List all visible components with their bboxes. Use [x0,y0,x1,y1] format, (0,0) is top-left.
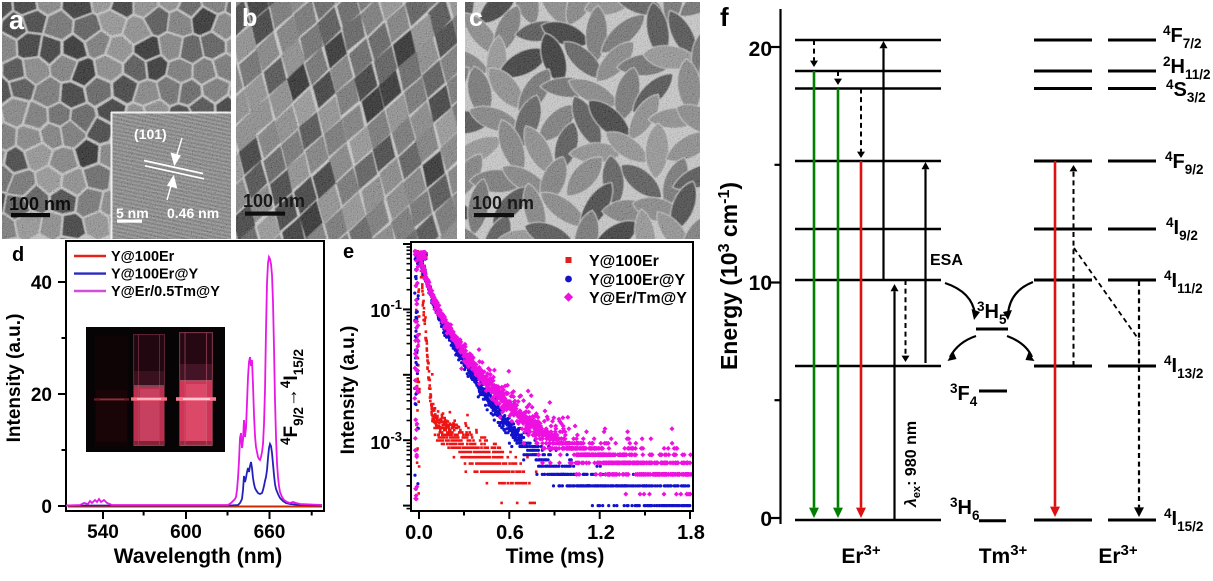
svg-text:Time (ms): Time (ms) [506,545,605,568]
svg-text:660: 660 [254,522,286,543]
svg-text:Y@Er/0.5Tm@Y: Y@Er/0.5Tm@Y [111,284,220,300]
svg-text:100 nm: 100 nm [243,191,305,211]
svg-text:20: 20 [749,38,772,61]
svg-text:Intensity (a.u.): Intensity (a.u.) [338,326,359,455]
svg-text:600: 600 [170,522,202,543]
svg-text:Y@100Er: Y@100Er [111,249,175,265]
svg-text:5 nm: 5 nm [116,205,149,221]
svg-text:0.46 nm: 0.46 nm [167,205,219,221]
svg-text:Energy (103 cm-1): Energy (103 cm-1) [716,182,742,370]
svg-text:0: 0 [41,497,52,518]
svg-text:40: 40 [31,273,52,294]
svg-text:Intensity (a.u.): Intensity (a.u.) [4,314,25,443]
svg-text:b: b [242,4,257,32]
svg-text:ESA: ESA [930,252,963,269]
svg-text:(101): (101) [134,126,167,142]
svg-text:e: e [343,241,354,263]
svg-text:Y@100Er@Y: Y@100Er@Y [111,267,198,283]
svg-text:c: c [469,4,483,32]
svg-text:Wavelength (nm): Wavelength (nm) [114,545,282,568]
svg-text:20: 20 [31,385,52,406]
svg-text:10: 10 [749,272,772,295]
svg-text:0.0: 0.0 [405,522,433,544]
svg-text:1.2: 1.2 [587,522,615,544]
svg-text:540: 540 [87,522,119,543]
svg-text:f: f [720,2,729,32]
svg-text:Y@100Er: Y@100Er [589,253,659,270]
svg-text:Y@100Er@Y: Y@100Er@Y [589,272,685,289]
svg-text:100 nm: 100 nm [9,194,71,214]
svg-text:1.8: 1.8 [677,522,705,544]
svg-text:0.6: 0.6 [496,522,524,544]
svg-text:100 nm: 100 nm [472,193,534,213]
svg-text:d: d [12,244,24,266]
svg-text:a: a [9,5,25,35]
svg-text:0: 0 [760,508,772,531]
svg-text:Y@Er/Tm@Y: Y@Er/Tm@Y [589,290,687,307]
